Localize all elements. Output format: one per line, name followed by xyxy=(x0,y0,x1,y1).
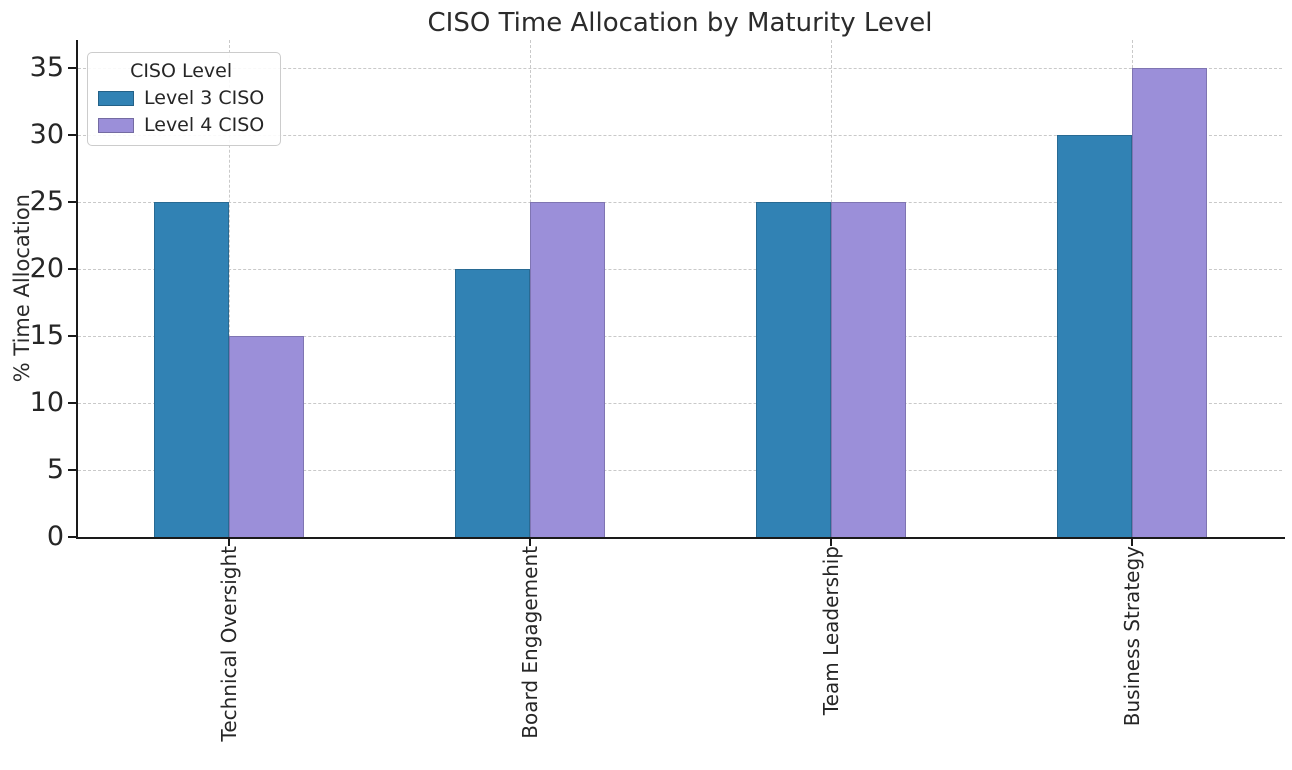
y-tick-label: 15 xyxy=(29,320,64,352)
legend-swatch xyxy=(98,90,134,106)
bar-level-3-ciso-3 xyxy=(755,202,831,537)
legend-swatch xyxy=(98,117,134,133)
x-tick-label: Team Leadership xyxy=(818,546,843,716)
y-tick-mark xyxy=(68,67,76,70)
bar-level-4-ciso-2 xyxy=(529,202,605,537)
y-tick-label: 30 xyxy=(29,119,64,151)
gridline-horizontal xyxy=(78,336,1282,338)
x-tick-label: Technical Oversight xyxy=(216,546,241,742)
legend-title: CISO Level xyxy=(130,60,233,82)
x-tick-mark xyxy=(829,539,832,546)
legend-item-label: Level 3 CISO xyxy=(144,87,265,109)
y-tick-label: 25 xyxy=(29,186,64,218)
legend: CISO Level Level 3 CISO Level 4 CISO xyxy=(87,52,282,146)
y-tick-label: 0 xyxy=(46,521,64,552)
x-tick-label: Business Strategy xyxy=(1119,546,1144,727)
x-tick-mark xyxy=(528,539,531,546)
x-axis-spine xyxy=(76,537,1285,539)
x-tick-label: Board Engagement xyxy=(517,546,542,739)
bar-level-4-ciso-1 xyxy=(228,336,304,537)
legend-item-label: Level 4 CISO xyxy=(144,114,265,136)
y-tick-mark xyxy=(68,335,76,338)
gridline-horizontal xyxy=(78,470,1282,472)
y-tick-label: 10 xyxy=(29,387,64,419)
bar-level-4-ciso-4 xyxy=(1131,68,1207,537)
gridline-horizontal xyxy=(78,135,1282,137)
legend-item: Level 4 CISO xyxy=(98,114,264,136)
x-tick-mark xyxy=(227,539,230,546)
y-tick-mark xyxy=(68,536,76,538)
x-tick-mark xyxy=(1130,539,1133,546)
y-tick-mark xyxy=(68,402,76,405)
bar-level-4-ciso-3 xyxy=(830,202,906,537)
y-tick-mark xyxy=(68,469,76,472)
y-axis-spine xyxy=(76,40,78,539)
y-axis-label: % Time Allocation xyxy=(10,194,34,383)
y-tick-label: 5 xyxy=(46,454,64,486)
gridline-horizontal xyxy=(78,269,1282,271)
gridline-horizontal xyxy=(78,68,1282,70)
gridline-horizontal xyxy=(78,403,1282,405)
y-tick-mark xyxy=(68,134,76,137)
legend-items: Level 3 CISO Level 4 CISO xyxy=(98,87,264,136)
y-tick-label: 35 xyxy=(29,52,64,84)
y-tick-mark xyxy=(68,268,76,271)
y-tick-mark xyxy=(68,201,76,204)
bar-level-3-ciso-1 xyxy=(153,202,229,537)
chart-title: CISO Time Allocation by Maturity Level xyxy=(427,8,933,38)
bar-level-3-ciso-4 xyxy=(1056,135,1132,537)
y-tick-label: 20 xyxy=(29,253,64,285)
bar-level-3-ciso-2 xyxy=(454,269,530,537)
legend-item: Level 3 CISO xyxy=(98,87,264,109)
gridline-vertical xyxy=(228,40,230,537)
gridline-horizontal xyxy=(78,202,1282,204)
